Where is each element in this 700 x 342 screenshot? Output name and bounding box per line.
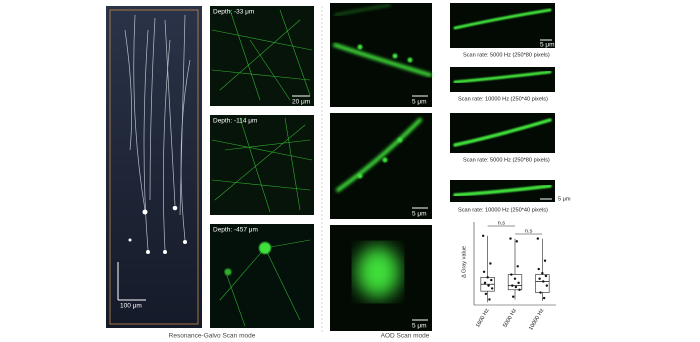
data-point: [538, 277, 541, 280]
data-point: [481, 234, 485, 238]
data-point: [510, 273, 513, 276]
data-point: [486, 276, 489, 279]
data-point: [483, 281, 487, 285]
data-point: [484, 292, 488, 296]
data-point: [543, 259, 547, 262]
data-point: [542, 280, 545, 283]
data-point: [516, 265, 519, 268]
data-point: [512, 295, 515, 298]
x-tick-label: 5000 Hz: [502, 308, 518, 329]
data-point: [541, 271, 544, 275]
annotation: n.s: [498, 220, 506, 226]
footer-label: AOD Scan mode: [381, 333, 430, 340]
scale-bar-label: 5 μm: [558, 196, 571, 202]
data-point: [515, 240, 518, 243]
data-point: [517, 281, 520, 285]
x-tick-label: 1600 Hz: [475, 308, 491, 329]
annotation: n.s: [525, 228, 533, 234]
depth-image: Depth: -33 μm 20 μm Depth: -114 μm Depth…: [210, 6, 314, 328]
data-point: [514, 285, 518, 289]
footer-label: Resonance-Galvo Scan mode: [169, 333, 256, 340]
data-point: [542, 296, 546, 300]
aod-image: 5 μm 5 μm 5 μm: [330, 3, 432, 331]
data-point: [482, 270, 486, 273]
scale-bar-label: 5 μm: [412, 99, 427, 106]
caption: Scan rate: 10000 Hz (250*40 pixels): [458, 96, 548, 102]
depth-label: Depth: -33 μm: [213, 9, 254, 16]
box: [535, 274, 550, 293]
data-point: [490, 278, 493, 282]
data-point: [490, 287, 494, 290]
caption: Scan rate: 5000 Hz (250*80 pixels): [463, 52, 550, 58]
data-point: [539, 291, 542, 294]
scale-bar-label: 20 μm: [292, 99, 310, 106]
depth-label: Depth: -457 μm: [213, 227, 258, 234]
caption: Scan rate: 5000 Hz (250*80 pixels): [463, 157, 550, 163]
data-point: [537, 267, 540, 271]
x-tick-label: 10000 Hz: [528, 308, 545, 332]
data-point: [487, 284, 490, 287]
scale-bar-label: 5 μm: [540, 42, 555, 49]
data-point: [518, 288, 521, 291]
volume-image: 100 μm: [106, 6, 202, 328]
data-point: [489, 262, 492, 265]
data-point: [544, 274, 548, 278]
scan-image: 5 μm Scan rate: 5000 Hz (250*80 pixels) …: [450, 3, 571, 213]
y-axis-label: Δ Gray value: [461, 246, 467, 278]
scale-bar-label: 5 μm: [412, 323, 427, 330]
data-point: [536, 237, 540, 240]
data-point: [545, 284, 549, 287]
data-point: [511, 284, 514, 287]
scale-bar-label: 100 μm: [120, 303, 142, 310]
data-point: [509, 237, 512, 240]
scale-bar-label: 5 μm: [412, 211, 427, 218]
depth-label: Depth: -114 μm: [213, 118, 257, 125]
data-point: [513, 277, 517, 280]
data-point: [488, 298, 491, 301]
caption: Scan rate: 10000 Hz (250*40 pixels): [458, 207, 548, 213]
